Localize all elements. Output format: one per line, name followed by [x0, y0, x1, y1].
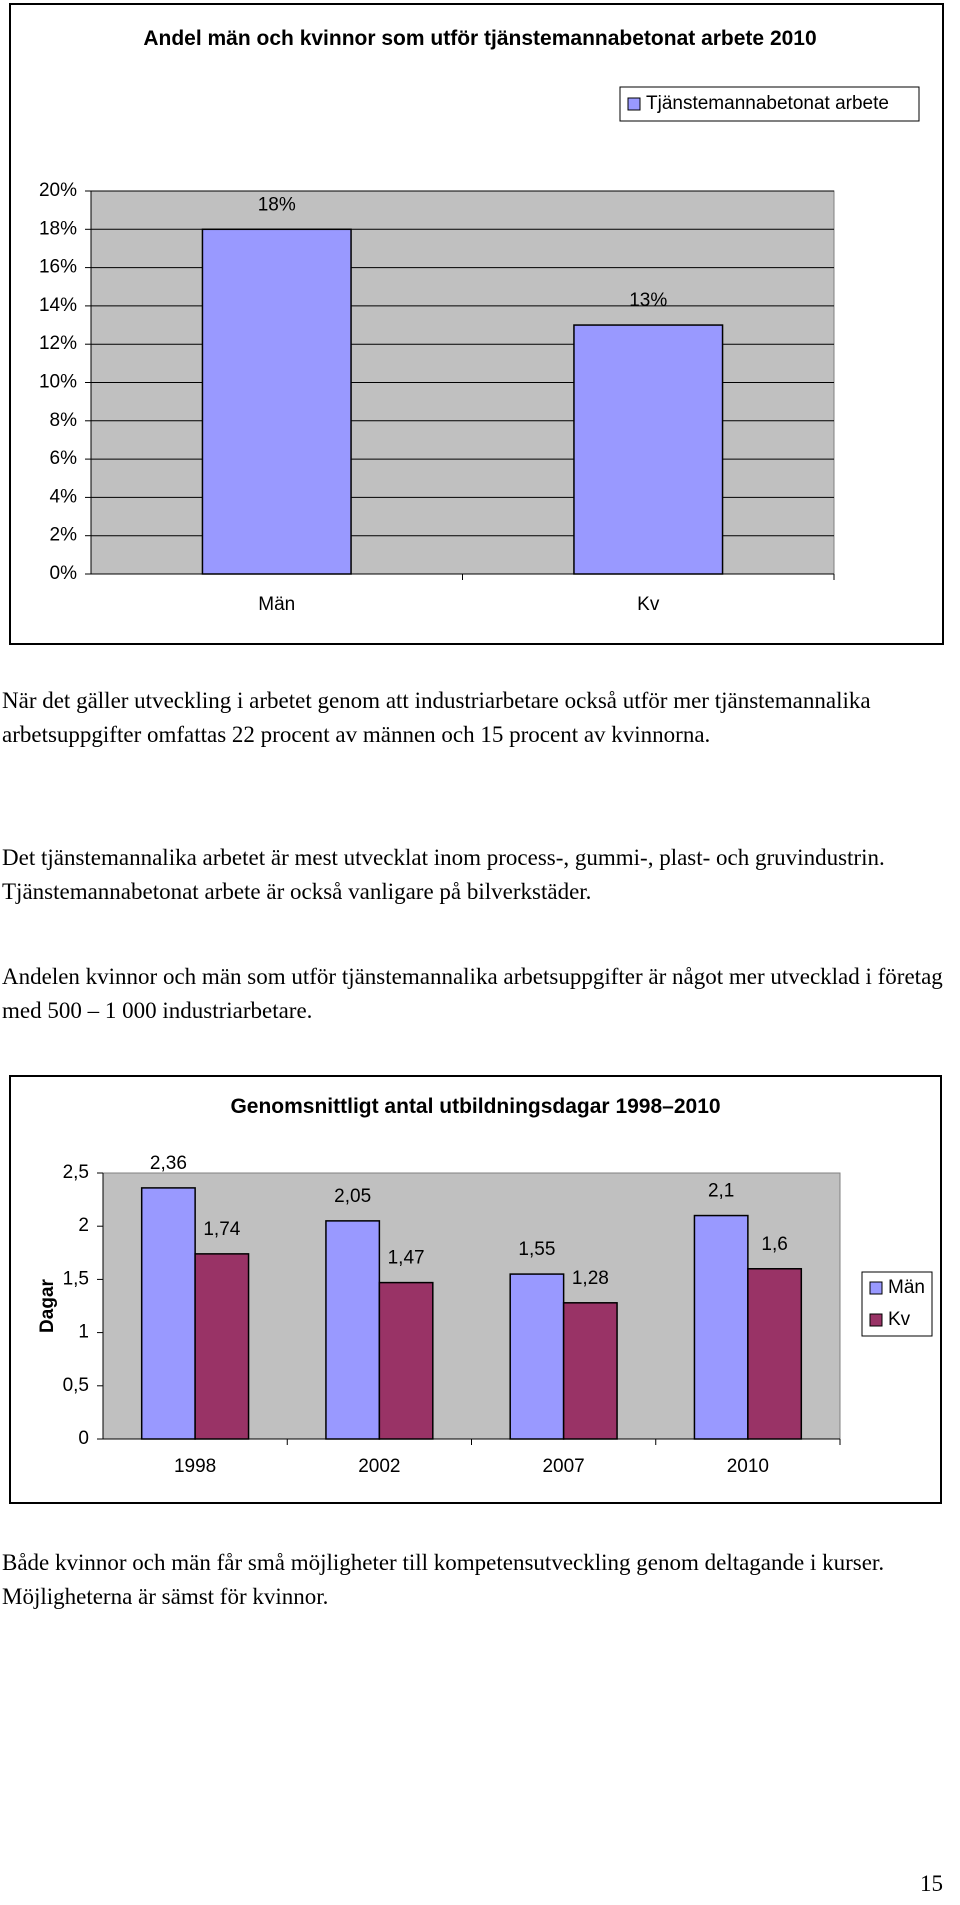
y-tick-label: 1	[78, 1322, 89, 1343]
chart-title: Andel män och kvinnor som utför tjänstem…	[143, 27, 817, 50]
y-tick-label: 8%	[50, 410, 78, 431]
y-tick-label: 16%	[39, 257, 77, 278]
bar	[747, 1268, 803, 1440]
bar	[201, 228, 352, 575]
y-tick-label: 1,5	[63, 1268, 89, 1289]
legend-label: Män	[888, 1277, 925, 1298]
y-tick-label: 2,5	[63, 1162, 89, 1183]
y-tick-label: 0,5	[63, 1375, 89, 1396]
data-label: 1,6	[761, 1234, 787, 1255]
bar	[509, 1273, 565, 1440]
legend-label: Kv	[888, 1309, 911, 1330]
bar	[573, 324, 724, 575]
y-tick-label: 2	[78, 1215, 89, 1236]
bar	[693, 1214, 749, 1440]
y-tick-label: 12%	[39, 333, 77, 354]
y-tick-label: 18%	[39, 218, 77, 239]
data-label: 1,74	[203, 1219, 240, 1240]
data-label: 18%	[258, 194, 296, 215]
data-label: 2,1	[708, 1181, 734, 1202]
x-tick-label: 2010	[727, 1456, 769, 1477]
legend-swatch	[869, 1313, 883, 1327]
bar	[378, 1281, 434, 1440]
data-label: 1,47	[388, 1248, 425, 1269]
bar	[325, 1220, 381, 1440]
x-tick-label: 2002	[358, 1456, 400, 1477]
paragraph: Både kvinnor och män får små möjligheter…	[2, 1550, 885, 1609]
y-tick-label: 20%	[39, 180, 77, 201]
data-label: 2,05	[334, 1186, 371, 1207]
y-tick-label: 10%	[39, 372, 77, 393]
x-tick-label: 1998	[174, 1456, 216, 1477]
paragraph: Det tjänstemannalika arbetet är mest utv…	[2, 845, 885, 904]
legend-swatch	[627, 97, 641, 111]
legend-label: Tjänstemannabetonat arbete	[646, 93, 889, 114]
y-tick-label: 14%	[39, 295, 77, 316]
x-tick-label: 2007	[542, 1456, 584, 1477]
x-tick-label: Kv	[637, 594, 660, 615]
y-tick-label: 0	[78, 1428, 89, 1449]
bar	[194, 1253, 250, 1440]
chart-title: Genomsnittligt antal utbildningsdagar 19…	[230, 1095, 721, 1118]
x-tick-label: Män	[258, 594, 295, 615]
data-label: 1,55	[518, 1239, 555, 1260]
chart-frame	[9, 3, 944, 645]
y-tick-label: 2%	[50, 525, 78, 546]
page-number: 15	[920, 1871, 943, 1896]
y-tick-label: 4%	[50, 486, 78, 507]
legend-box	[619, 86, 920, 122]
bar	[140, 1187, 196, 1440]
data-label: 2,36	[150, 1153, 187, 1174]
data-label: 1,28	[572, 1268, 609, 1289]
paragraph: När det gäller utveckling i arbetet geno…	[2, 688, 871, 747]
y-tick-label: 6%	[50, 448, 78, 469]
y-axis-label: Dagar	[37, 1278, 58, 1332]
data-label: 13%	[629, 290, 667, 311]
bar	[562, 1302, 618, 1440]
chart-frame	[9, 1075, 942, 1504]
paragraph: Andelen kvinnor och män som utför tjänst…	[2, 964, 943, 1023]
y-tick-label: 0%	[50, 563, 78, 584]
legend-swatch	[869, 1281, 883, 1295]
